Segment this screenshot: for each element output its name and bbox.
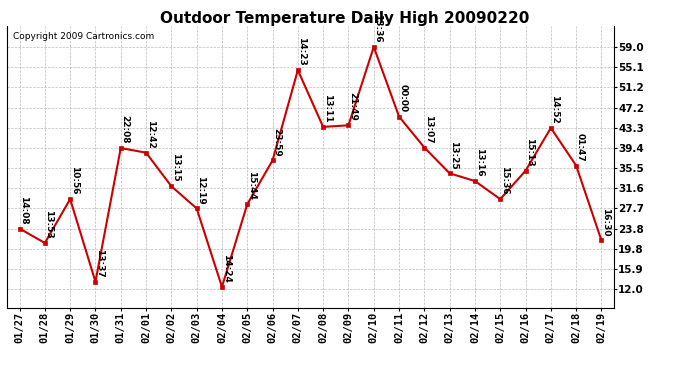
Text: 13:37: 13:37 (95, 249, 104, 278)
Text: 14:24: 14:24 (221, 254, 230, 283)
Text: 10:56: 10:56 (70, 166, 79, 195)
Text: 13:25: 13:25 (449, 141, 458, 169)
Text: 15:13: 15:13 (525, 138, 534, 166)
Text: 13:53: 13:53 (45, 210, 54, 239)
Text: 15:36: 15:36 (500, 166, 509, 195)
Text: 13:07: 13:07 (424, 115, 433, 143)
Text: 15:44: 15:44 (247, 171, 256, 200)
Text: 13:36: 13:36 (373, 14, 382, 43)
Text: 13:15: 13:15 (171, 153, 180, 182)
Text: 13:16: 13:16 (475, 148, 484, 177)
Text: 00:00: 00:00 (399, 84, 408, 112)
Text: 01:47: 01:47 (576, 133, 585, 161)
Text: 14:52: 14:52 (551, 95, 560, 124)
Text: 13:11: 13:11 (323, 94, 332, 123)
Text: Copyright 2009 Cartronics.com: Copyright 2009 Cartronics.com (13, 32, 155, 41)
Text: 14:23: 14:23 (297, 37, 306, 66)
Text: 21:49: 21:49 (348, 92, 357, 121)
Text: 22:08: 22:08 (121, 116, 130, 144)
Text: 16:30: 16:30 (601, 208, 610, 236)
Text: 12:42: 12:42 (146, 120, 155, 148)
Text: Outdoor Temperature Daily High 20090220: Outdoor Temperature Daily High 20090220 (160, 11, 530, 26)
Text: 12:19: 12:19 (197, 176, 206, 204)
Text: 23:59: 23:59 (273, 128, 282, 156)
Text: 14:08: 14:08 (19, 196, 28, 224)
